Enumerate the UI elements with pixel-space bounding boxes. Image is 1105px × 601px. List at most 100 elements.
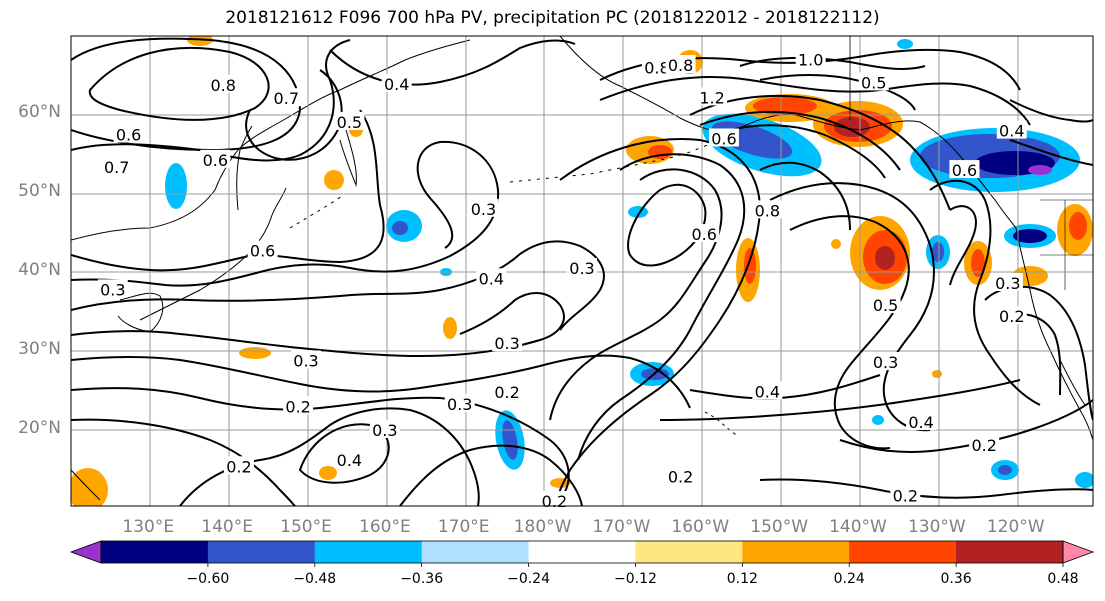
contour-label: 1.0 (798, 50, 823, 69)
contour-label: 0.6 (116, 126, 141, 145)
pv-contour (714, 124, 886, 179)
colorbar-tick-label: −0.12 (614, 571, 657, 587)
pv-contour (71, 387, 570, 501)
contour-label: 0.4 (337, 451, 362, 470)
pv-contour (298, 423, 390, 484)
longitude-label: 130°E (122, 517, 174, 537)
contour-label-bg (752, 200, 783, 219)
pv-contour (555, 138, 762, 506)
contour-label: 0.3 (293, 351, 318, 370)
contour-label-bg (870, 295, 901, 314)
korea-coastline (117, 292, 164, 333)
contour-label: 0.6 (952, 161, 977, 180)
contour-label-bg (996, 120, 1027, 139)
negative-anomaly (1075, 472, 1093, 488)
map-title: 2018121612 F096 700 hPa PV, precipitatio… (225, 8, 880, 28)
pv-contour (577, 153, 746, 461)
colorbar-tick-label: −0.36 (400, 571, 443, 587)
hawaii-islands (704, 411, 739, 437)
contour-label: 1.2 (699, 88, 724, 107)
colorbar: −0.60 −0.48 −0.36 −0.24 −0.12 0.12 0.24 0.36 0.4… (69, 540, 1095, 587)
pv-contours (71, 37, 1093, 506)
contour-label-bg (97, 279, 128, 298)
colorbar-swatch (101, 541, 209, 563)
contour-label-bg (492, 333, 523, 352)
contour-label: 0.8 (210, 76, 235, 95)
contour-label-bg (247, 240, 278, 259)
contour-label-bg (641, 57, 672, 76)
longitude-label: 140°E (201, 517, 253, 537)
contour-label: 0.3 (494, 334, 519, 353)
positive-anomaly (239, 347, 271, 359)
positive-anomaly (1069, 212, 1087, 240)
positive-anomaly (744, 248, 756, 284)
contour-label-bg (689, 224, 720, 243)
aleutian-islands (509, 143, 711, 183)
contour-label-bg (969, 434, 1000, 453)
contour-label: 0.6 (203, 151, 228, 170)
positive-anomaly (324, 170, 344, 190)
contour-label-bg (949, 160, 980, 179)
contour-label-bg (113, 124, 144, 143)
longitude-label: 170°W (593, 517, 651, 537)
longitude-label: 180°W (514, 517, 572, 537)
contour-label: 0.8 (755, 201, 780, 220)
contour-label-bg (567, 258, 597, 277)
colorbar-extend-high (1062, 540, 1095, 564)
pv-contour (71, 109, 385, 272)
contour-label-bg (334, 111, 365, 130)
contour-label-bg (444, 393, 475, 412)
contour-label: 0.2 (285, 397, 310, 416)
pv-contour (627, 183, 707, 267)
colorbar-swatch (635, 541, 743, 563)
contour-label: 0.5 (337, 113, 362, 132)
contour-label: 0.2 (226, 457, 251, 476)
positive-anomaly (319, 466, 337, 480)
contour-label: 0.2 (668, 468, 693, 487)
kamchatka-coastline (339, 129, 357, 187)
colorbar-swatch (849, 541, 957, 563)
pv-contour (599, 75, 1031, 126)
contour-label: 0.2 (494, 383, 519, 402)
contour-label-bg (101, 156, 132, 175)
colorbar-swatch (207, 541, 316, 563)
contour-label: 0.8 (668, 56, 693, 75)
plot-frame (70, 35, 1094, 507)
colorbar-tick-label: 0.24 (834, 571, 865, 587)
latitude-label: 60°N (18, 102, 61, 122)
latitude-label: 40°N (18, 260, 61, 280)
colorbar-swatch (314, 541, 423, 563)
pv-contour (769, 182, 935, 432)
pv-contour (759, 161, 851, 231)
colorbar-swatch (528, 541, 636, 563)
contour-label: 0.6 (711, 129, 736, 148)
pv-contour (1009, 139, 1093, 166)
longitude-label: 150°E (280, 517, 332, 537)
contour-label-bg (870, 352, 901, 371)
colorbar-swatch (742, 541, 850, 563)
baja-coastline (1059, 359, 1086, 406)
contour-label: 0.2 (999, 307, 1024, 326)
pv-contour (88, 46, 270, 121)
asia-coastline (71, 39, 471, 241)
contour-label-bg (697, 87, 728, 106)
kuril-islands (289, 195, 343, 229)
contour-label: 0.4 (479, 269, 504, 288)
contour-label: 0.4 (755, 382, 780, 401)
contour-label-bg (858, 72, 889, 91)
contour-label-bg (492, 382, 523, 401)
contour-label-bg (890, 485, 921, 504)
us-state-lines (1040, 199, 1093, 290)
contour-label: 0.2 (542, 492, 567, 511)
contour-label-bg (290, 350, 321, 369)
contour-label-bg (992, 273, 1023, 292)
latitude-labels: 60°N 50°N 40°N 30°N 20°N (18, 102, 61, 438)
pv-contour (699, 110, 901, 171)
contour-label: 0.3 (100, 280, 125, 299)
pv-contour (71, 140, 500, 287)
longitude-label: 170°E (438, 517, 490, 537)
contour-label-bg (468, 198, 499, 217)
positive-anomaly (443, 317, 457, 339)
colorbar-tick-label: 0.12 (727, 571, 758, 587)
